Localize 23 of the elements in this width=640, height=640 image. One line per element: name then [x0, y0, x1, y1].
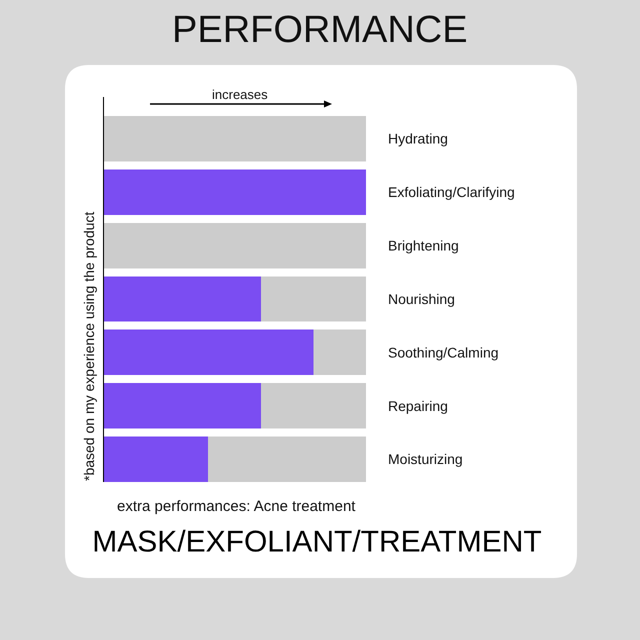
y-tick-label: Moisturizing [388, 451, 463, 468]
chart-subtitle: PERFORMANCE [172, 9, 468, 51]
x-axis-title: increases [212, 87, 268, 102]
bar [103, 436, 208, 482]
bar [103, 169, 366, 215]
text: extra performances: Acne treatment [117, 498, 356, 515]
y-tick-label: Exfoliating/Clarifying [388, 184, 515, 200]
y-tick-label: Repairing [388, 398, 448, 414]
y-axis-title: *based on my experience using the product [81, 212, 97, 481]
y-tick-label: Hydrating [388, 130, 448, 147]
y-tick-label: Nourishing [388, 290, 455, 307]
bar [208, 436, 366, 482]
bar [103, 383, 261, 429]
y-tick-label: Brightening [388, 237, 459, 254]
y-tick-label: Soothing/Calming [388, 344, 499, 360]
bar [313, 330, 366, 376]
bar [103, 116, 366, 162]
bar [260, 383, 366, 429]
text: MASK/EXFOLIANT/TREATMENT [92, 526, 542, 558]
bar [260, 276, 366, 322]
bar [103, 276, 261, 322]
bar [103, 330, 314, 376]
bar [103, 222, 366, 268]
